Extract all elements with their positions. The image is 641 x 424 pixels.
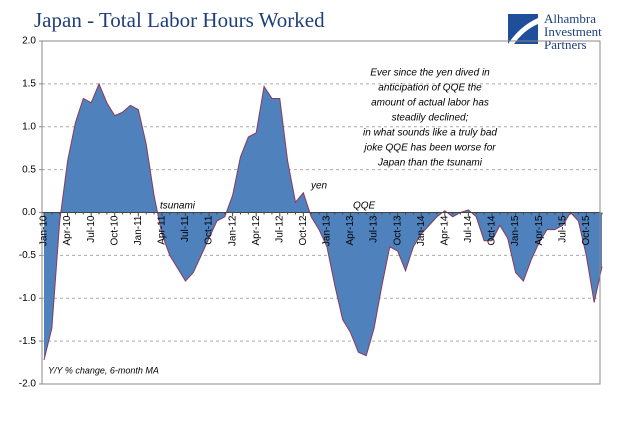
y-tick-label: 0.5 — [22, 164, 36, 175]
x-tick-label: Apr-10 — [62, 215, 73, 245]
x-tick-label: Jul-10 — [86, 215, 97, 243]
x-tick-label: Jan-10 — [39, 215, 50, 246]
note: Ever since the yen dived in — [370, 68, 490, 79]
area — [44, 83, 602, 360]
axis-note: Y/Y % change, 6-month MA — [48, 365, 159, 375]
x-tick-label: Oct-10 — [109, 215, 120, 245]
logo-swoosh — [508, 18, 538, 44]
area-line — [43, 82, 603, 361]
chart-title: Japan - Total Labor Hours Worked — [34, 8, 325, 32]
x-tick-label: Jan-12 — [227, 215, 238, 246]
x-tick-label: Jul-13 — [369, 215, 380, 243]
x-tick-label: Jul-11 — [180, 215, 191, 242]
annotation: tsunami — [160, 201, 196, 212]
note: amount of actual labor has — [371, 98, 489, 109]
y-tick-label: 1.5 — [22, 79, 36, 90]
plot-border — [41, 40, 601, 385]
y-tick-label: -0.5 — [19, 250, 37, 261]
x-tick-label: Oct-15 — [581, 215, 592, 245]
logo-text: Alhambra — [544, 11, 596, 26]
note: Japan than the tsunami — [377, 158, 483, 169]
x-tick-label: Apr-13 — [345, 215, 356, 245]
y-tick-label: -1.0 — [19, 293, 37, 304]
x-tick-label: Jul-12 — [274, 215, 285, 243]
y-tick-label: 2.0 — [22, 36, 36, 47]
x-tick-label: Jan-15 — [510, 215, 521, 246]
x-tick-label: Oct-12 — [298, 215, 309, 245]
note: steadily declined; — [392, 113, 469, 124]
logo-text: Partners — [544, 37, 587, 52]
x-tick-label: Apr-12 — [251, 215, 262, 245]
x-tick-label: Oct-13 — [392, 215, 403, 245]
note: joke QQE has been worse for — [362, 143, 496, 154]
y-tick-label: -2.0 — [19, 379, 37, 390]
x-tick-label: Apr-14 — [439, 215, 450, 245]
y-tick-label: 1.0 — [22, 121, 36, 132]
y-tick-label: -1.5 — [19, 336, 37, 347]
note: anticipation of QQE the — [378, 83, 482, 94]
annotation: yen — [310, 181, 328, 192]
x-tick-label: Jul-15 — [557, 215, 568, 243]
x-tick-label: Jan-11 — [133, 215, 144, 245]
x-tick-label: Jul-14 — [463, 215, 474, 243]
y-tick-label: 0.0 — [22, 207, 36, 218]
x-tick-label: Oct-14 — [487, 215, 498, 245]
x-tick-label: Jan-13 — [322, 215, 333, 246]
annotation: QQE — [353, 201, 376, 212]
logo: Alhambra Investment Partners — [508, 11, 602, 52]
x-tick-label: Oct-11 — [204, 215, 215, 245]
x-tick-label: Apr-15 — [534, 215, 545, 245]
logo-text: Investment — [544, 24, 602, 39]
note: in what sounds like a truly bad — [363, 128, 497, 139]
x-tick-label: Apr-11 — [157, 215, 168, 245]
x-tick-label: Jan-14 — [416, 215, 427, 246]
